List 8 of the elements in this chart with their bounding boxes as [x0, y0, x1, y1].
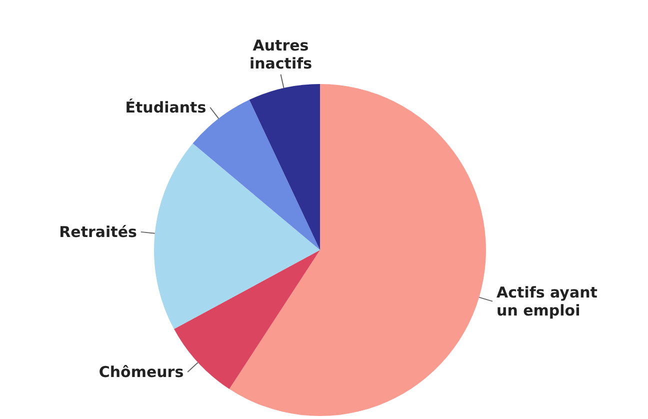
pie-slice [249, 84, 320, 250]
pie-slice [229, 84, 486, 416]
pie-slice [154, 143, 320, 330]
slice-label: Étudiants [125, 98, 206, 116]
slice-label: Chômeurs [98, 362, 184, 381]
slice-label: Retraités [59, 222, 137, 241]
slice-label: Autres inactifs [249, 36, 312, 72]
slice-label: Actifs ayant un emploi [496, 283, 598, 320]
